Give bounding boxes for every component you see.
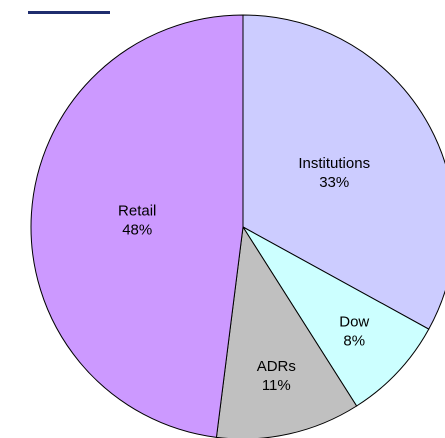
pie-slice — [242, 226, 430, 407]
pie-slice — [215, 225, 358, 438]
header-underline — [28, 11, 110, 14]
slice-label: Institutions — [298, 155, 370, 172]
slice-value-label: 48% — [122, 221, 152, 238]
slice-label: Dow — [339, 313, 369, 330]
slice-label: Retail — [118, 202, 156, 219]
pie-slice — [30, 14, 244, 438]
slice-value-label: 11% — [262, 377, 291, 394]
slice-label: ADRs — [257, 358, 296, 375]
slice-value-label: 8% — [343, 332, 365, 349]
slice-value-label: 33% — [319, 174, 349, 191]
pie-slice — [242, 14, 445, 330]
